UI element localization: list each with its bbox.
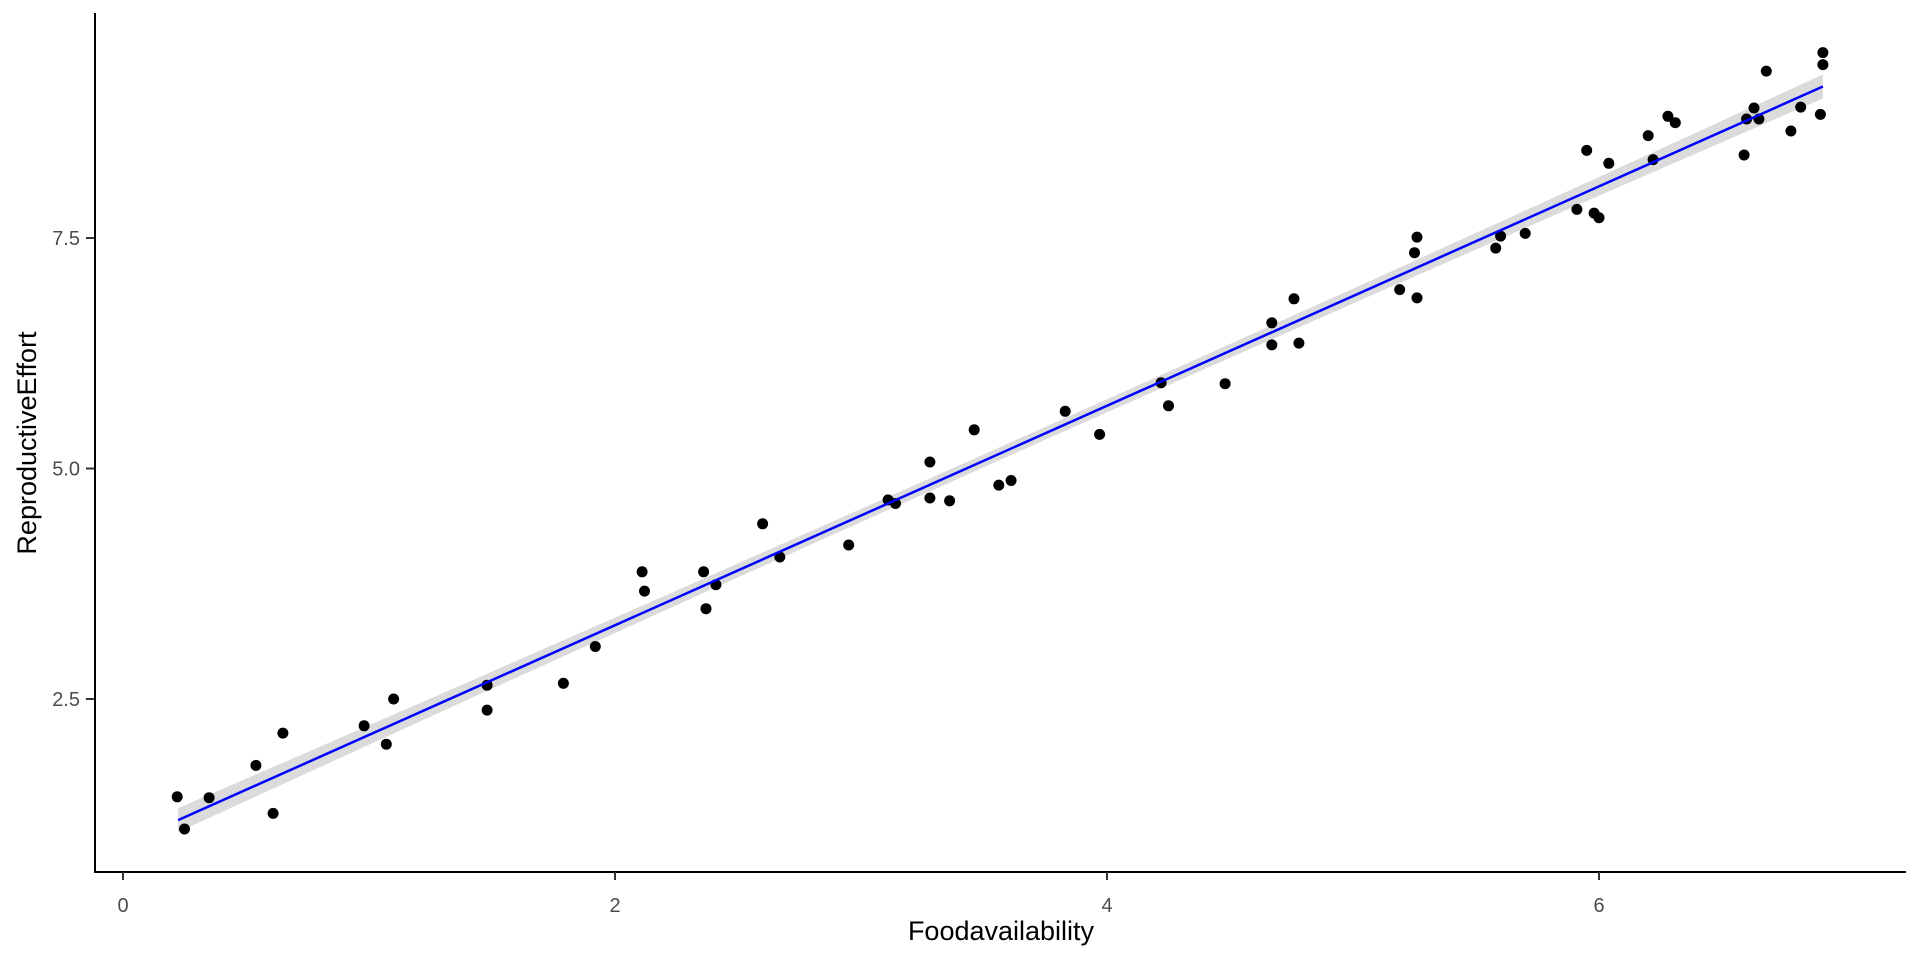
- data-point: [1163, 400, 1174, 412]
- regression-line: [177, 85, 1824, 822]
- data-point: [380, 738, 392, 750]
- data-point: [1495, 230, 1507, 242]
- data-point: [1293, 337, 1305, 349]
- data-point: [639, 585, 650, 597]
- data-point: [1266, 317, 1278, 329]
- x-tick-label: 0: [117, 895, 128, 917]
- data-point: [1738, 149, 1750, 161]
- data-point: [250, 759, 262, 771]
- y-axis-title: ReproductiveEffort: [12, 331, 42, 555]
- data-point: [1219, 378, 1231, 390]
- data-point: [1409, 247, 1420, 259]
- data-point: [1094, 428, 1106, 440]
- data-point: [924, 492, 936, 504]
- data-point: [1669, 117, 1681, 129]
- data-point: [1785, 125, 1797, 137]
- data-point: [1288, 293, 1300, 305]
- x-tick-label: 2: [609, 895, 620, 917]
- data-point: [968, 424, 980, 436]
- data-point: [388, 693, 400, 705]
- y-axis-ticks-group: 2.5 5.0 7.5: [52, 228, 94, 711]
- data-point: [924, 456, 936, 468]
- data-point: [481, 704, 493, 716]
- data-point: [757, 518, 769, 530]
- x-tick-label: 4: [1101, 895, 1112, 917]
- data-point: [1748, 102, 1760, 114]
- regression-line-group: [177, 85, 1824, 822]
- data-point: [1662, 110, 1674, 122]
- data-point: [589, 641, 601, 652]
- points-group: [171, 47, 1829, 835]
- data-point: [1817, 47, 1829, 59]
- data-point: [1005, 475, 1017, 486]
- data-point: [1760, 65, 1772, 77]
- data-point: [1814, 108, 1826, 120]
- data-point: [1411, 292, 1423, 304]
- data-point: [1603, 157, 1615, 169]
- data-point: [1411, 231, 1423, 243]
- data-point: [1394, 284, 1406, 296]
- data-point: [203, 792, 215, 804]
- data-point: [698, 566, 710, 578]
- data-point: [171, 791, 183, 803]
- data-point: [1571, 203, 1583, 215]
- data-point: [557, 677, 569, 689]
- data-point: [1817, 59, 1829, 71]
- data-point: [1642, 130, 1654, 142]
- data-point: [1519, 227, 1531, 239]
- data-point: [1593, 212, 1605, 224]
- x-axis-title: Foodavailability: [908, 916, 1095, 946]
- y-tick-label: 5.0: [52, 459, 80, 481]
- data-point: [636, 566, 648, 578]
- y-tick-label: 2.5: [52, 689, 80, 711]
- data-point: [1795, 101, 1807, 113]
- data-point: [267, 807, 279, 819]
- data-point: [1581, 144, 1593, 156]
- data-point: [277, 727, 289, 739]
- data-point: [843, 539, 855, 551]
- x-axis-ticks-group: 0 2 4 6: [117, 872, 1605, 917]
- data-point: [358, 720, 370, 732]
- axes-group: [94, 13, 1906, 873]
- data-point: [1490, 242, 1502, 254]
- x-tick-label: 6: [1593, 895, 1604, 917]
- y-tick-label: 7.5: [52, 228, 80, 250]
- data-point: [700, 603, 712, 615]
- data-point: [993, 479, 1005, 491]
- data-point: [944, 495, 956, 507]
- data-point: [1266, 339, 1278, 351]
- data-point: [1059, 405, 1071, 417]
- data-point: [179, 823, 190, 835]
